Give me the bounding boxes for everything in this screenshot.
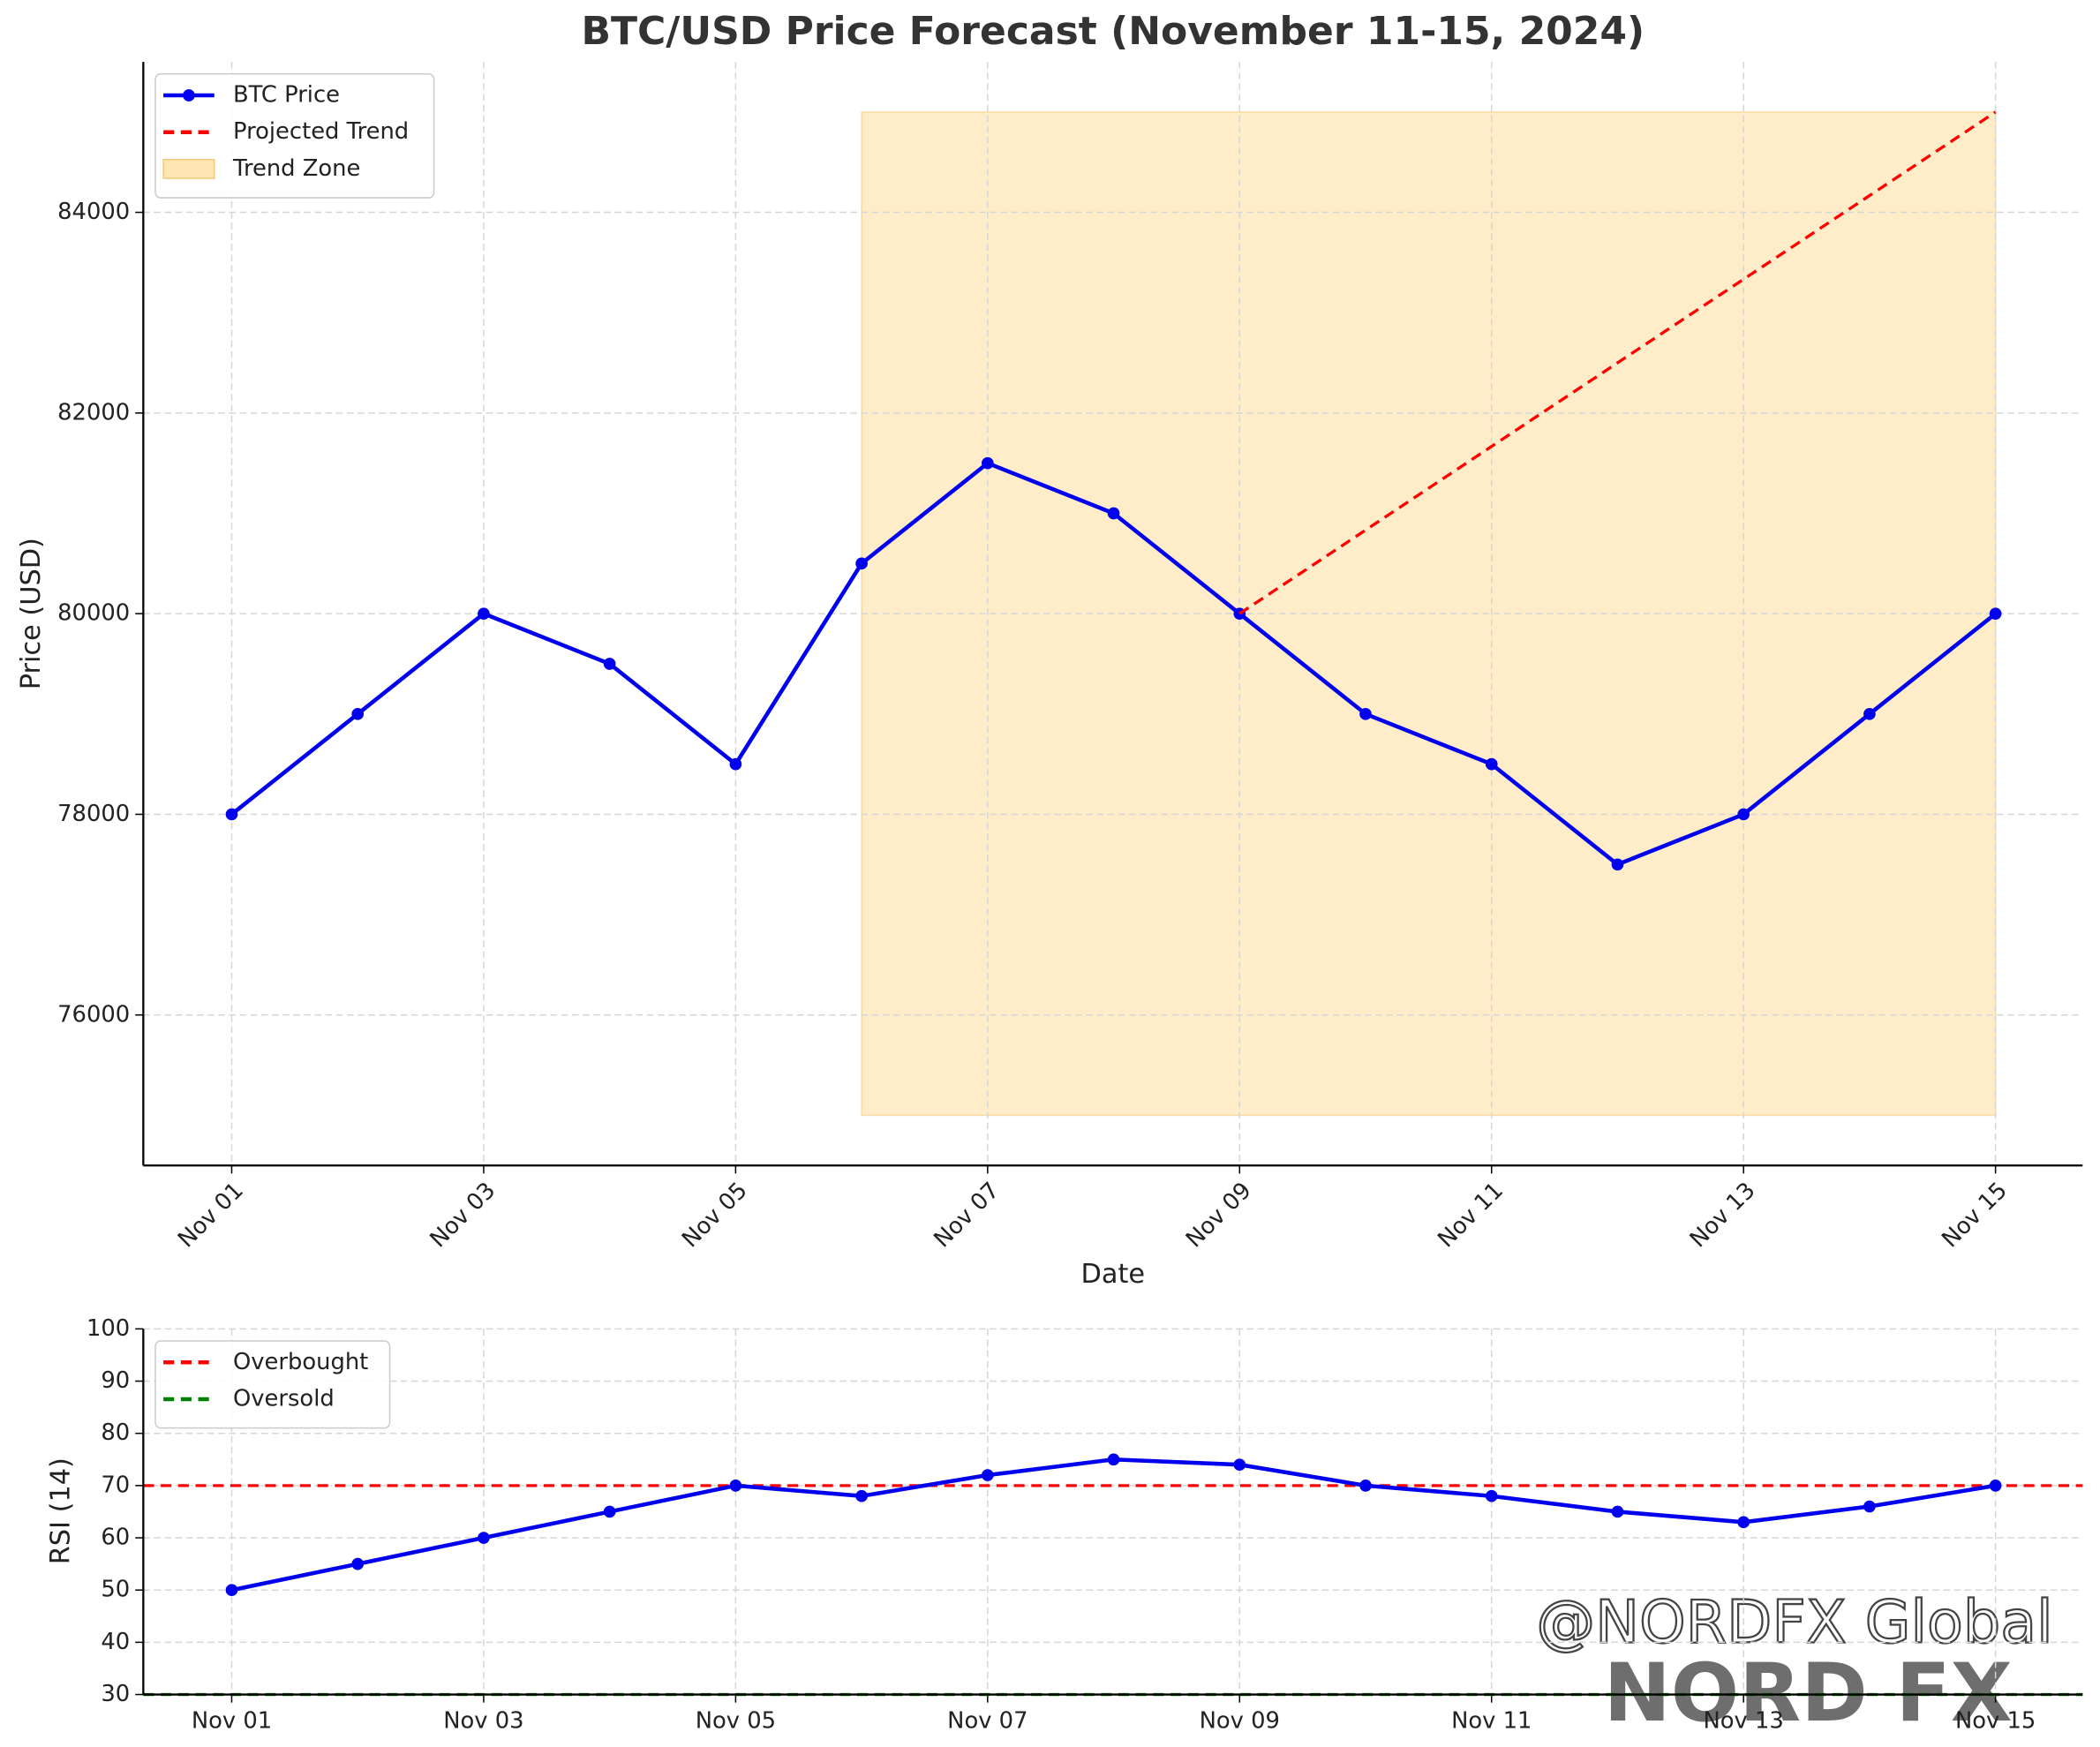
y-tick-label: 30 <box>101 1681 130 1707</box>
point <box>478 607 490 620</box>
point <box>351 1557 365 1570</box>
point <box>1737 1516 1750 1529</box>
y-tick-label: 90 <box>101 1367 130 1394</box>
x-axis-label: Date <box>1081 1259 1146 1290</box>
x-tick-label: Nov 09 <box>1200 1707 1280 1734</box>
point <box>603 1505 616 1518</box>
watermark: @NORDFX Global <box>1536 1588 2052 1657</box>
point <box>1863 707 1876 720</box>
point <box>1989 607 2002 620</box>
y-axis-label: RSI (14) <box>45 1457 76 1564</box>
x-tick-label: Nov 09 <box>1181 1178 1257 1254</box>
point <box>1989 1480 2002 1492</box>
y-axis-label: Price (USD) <box>16 538 47 689</box>
y-tick-label: 60 <box>101 1525 130 1551</box>
x-tick-label: Nov 13 <box>1704 1707 1784 1734</box>
x-tick-label: Nov 05 <box>696 1707 776 1734</box>
point <box>1107 1453 1120 1466</box>
x-tick-label: Nov 13 <box>1685 1178 1761 1254</box>
point <box>1485 757 1498 771</box>
point <box>1107 507 1120 520</box>
x-tick-label: Nov 11 <box>1451 1707 1532 1734</box>
point <box>1611 858 1624 871</box>
legend-label: Oversold <box>233 1386 335 1412</box>
legend-label: Overbought <box>233 1349 368 1375</box>
point <box>1359 1480 1372 1492</box>
point <box>351 707 365 720</box>
y-tick-label: 100 <box>87 1315 130 1342</box>
legend <box>154 72 435 199</box>
point <box>1611 1505 1624 1518</box>
x-tick-label: Nov 15 <box>1937 1178 2013 1254</box>
point <box>729 757 742 771</box>
legend-marker <box>183 89 195 102</box>
x-tick-label: Nov 01 <box>192 1707 272 1734</box>
point <box>1485 1489 1498 1502</box>
point <box>1359 707 1372 720</box>
point <box>1737 808 1750 821</box>
x-tick-label: Nov 03 <box>425 1178 501 1254</box>
point <box>982 1469 994 1481</box>
x-tick-label: Nov 11 <box>1433 1178 1509 1254</box>
legend <box>154 1340 391 1429</box>
chart-title: BTC/USD Price Forecast (November 11-15, … <box>582 9 1645 54</box>
trend-zone <box>861 111 1997 1117</box>
y-tick-label: 50 <box>101 1577 130 1603</box>
point <box>478 1532 490 1544</box>
y-tick-label: 76000 <box>57 1001 130 1028</box>
series-line <box>231 1457 1996 1593</box>
series-line <box>1238 110 1997 615</box>
point <box>1863 1500 1876 1513</box>
y-tick-label: 80000 <box>57 600 130 627</box>
point <box>729 1480 742 1492</box>
x-tick-label: Nov 07 <box>947 1707 1027 1734</box>
y-tick-label: 40 <box>101 1629 130 1655</box>
y-tick-label: 78000 <box>57 801 130 827</box>
x-tick-label: Nov 07 <box>929 1178 1005 1254</box>
point <box>855 1489 868 1502</box>
point <box>1233 1458 1246 1472</box>
point <box>855 557 868 570</box>
x-tick-label: Nov 01 <box>173 1178 249 1254</box>
x-tick-label: Nov 03 <box>443 1707 523 1734</box>
legend-label: Projected Trend <box>233 118 409 145</box>
x-tick-label: Nov 05 <box>677 1178 753 1254</box>
point <box>982 456 994 470</box>
legend-label: Trend Zone <box>232 155 360 182</box>
legend-label: BTC Price <box>233 81 340 108</box>
y-tick-label: 80 <box>101 1419 130 1446</box>
legend-swatch <box>162 159 215 179</box>
point <box>225 808 238 821</box>
point <box>603 658 616 670</box>
point <box>225 1584 238 1597</box>
y-tick-label: 82000 <box>57 399 130 425</box>
y-tick-label: 70 <box>101 1472 130 1498</box>
y-tick-label: 84000 <box>57 199 130 225</box>
x-tick-label: Nov 15 <box>1955 1707 2036 1734</box>
